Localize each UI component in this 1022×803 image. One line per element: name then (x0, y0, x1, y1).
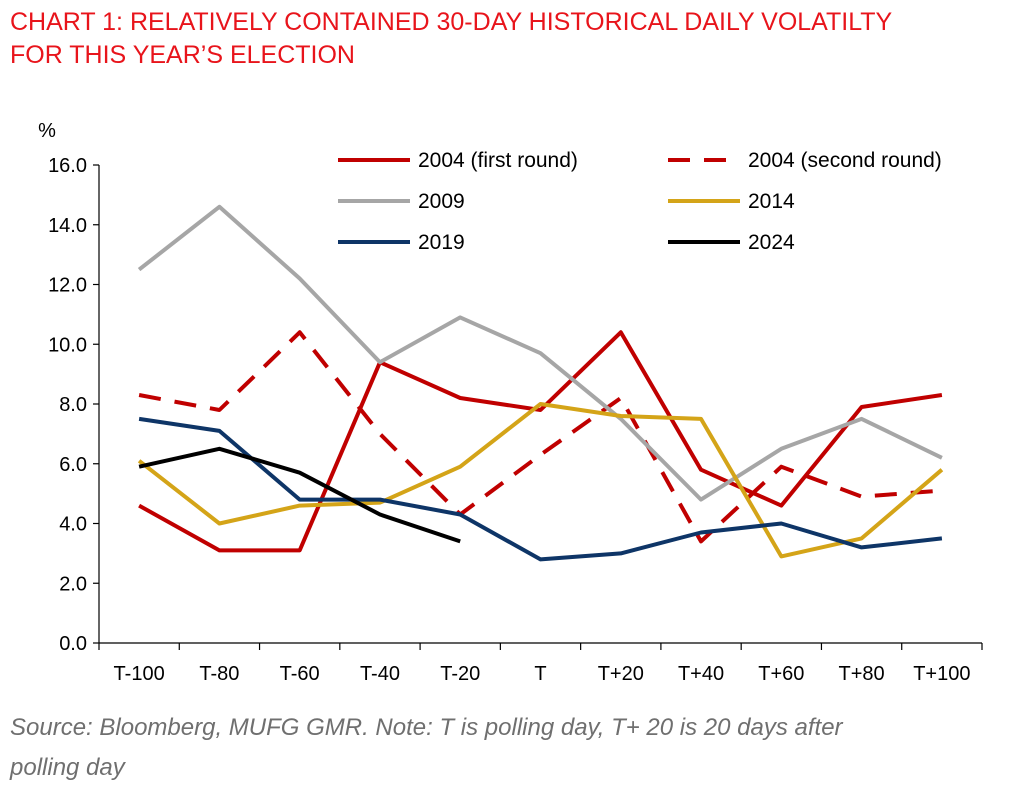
series-line-2024 (138, 446, 461, 544)
legend-label: 2004 (first round) (418, 149, 578, 172)
legend-label: 2004 (second round) (748, 149, 942, 172)
x-tick-label: T (534, 663, 546, 685)
legend-label: 2014 (748, 190, 795, 213)
chart-legend: 2004 (first round) 2004 (second round) 200… (338, 149, 942, 254)
x-tick-label: T-80 (199, 663, 239, 685)
y-tick-label: 16.0 (48, 155, 87, 177)
y-tick-label: 2.0 (59, 573, 87, 595)
line-chart: 0.0 2.0 4.0 6.0 8.0 10.0 12.0 14.0 16.0% T-100 T-8… (38, 120, 983, 685)
x-tick-label: T+60 (758, 663, 804, 685)
series-line-2019 (138, 416, 943, 562)
chart-title-line-2: FOR THIS YEAR’S ELECTION (10, 41, 355, 69)
source-note-line-1: Source: Bloomberg, MUFG GMR. Note: T is … (10, 714, 843, 741)
y-tick-label: 8.0 (59, 394, 87, 416)
y-tick-label: 10.0 (48, 334, 87, 356)
series-line-2009 (137, 204, 943, 502)
x-tick-label: T-40 (360, 663, 400, 685)
chart-axes: 0.0 2.0 4.0 6.0 8.0 10.0 12.0 14.0 16.0% T-100 T-8… (38, 120, 983, 685)
y-axis-label: % (38, 120, 56, 142)
x-tick-label: T+100 (913, 663, 970, 685)
x-tick-label: T+80 (839, 663, 885, 685)
y-tick-label: 14.0 (48, 215, 87, 237)
x-tick-label: T+20 (598, 663, 644, 685)
series-line-2004-second-round (138, 330, 943, 544)
x-tick-label: T-20 (440, 663, 480, 685)
y-tick-label: 12.0 (48, 275, 87, 297)
y-tick-label: 0.0 (59, 633, 87, 655)
x-tick-label: T-100 (114, 663, 165, 685)
series-line-2004-first-round (138, 330, 943, 553)
legend-label: 2024 (748, 231, 795, 254)
y-tick-label: 4.0 (59, 514, 87, 536)
x-tick-label: T+40 (678, 663, 724, 685)
y-tick-label: 6.0 (59, 454, 87, 476)
x-tick-label: T-60 (280, 663, 320, 685)
chart-series (137, 204, 944, 562)
series-line-2014 (137, 402, 944, 559)
legend-label: 2009 (418, 190, 465, 213)
chart-title-line-1: CHART 1: RELATIVELY CONTAINED 30-DAY HIS… (10, 8, 893, 36)
legend-label: 2019 (418, 231, 465, 254)
source-note-line-2: polling day (10, 754, 125, 781)
